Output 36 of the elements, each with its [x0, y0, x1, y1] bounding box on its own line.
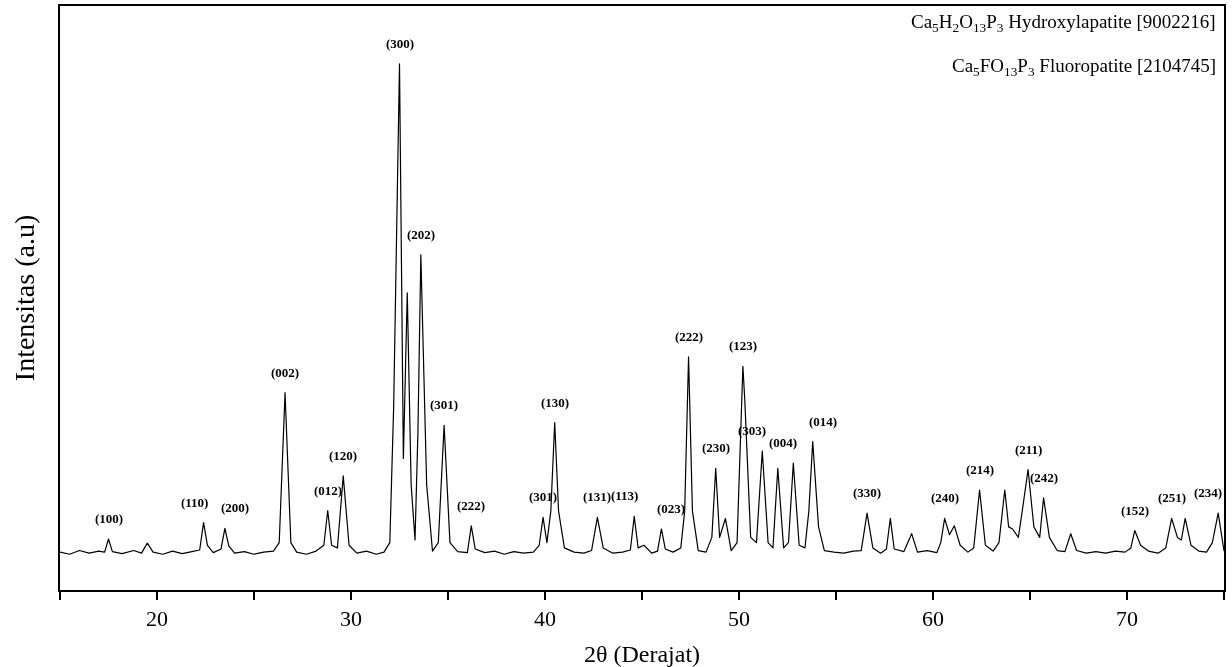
annotation: (211) [1015, 442, 1043, 457]
annotation: (301) [430, 397, 459, 412]
annotation: (123) [729, 338, 758, 353]
annotation: (222) [457, 498, 486, 513]
annotation: (014) [809, 414, 838, 429]
x-tick-label: 20 [146, 606, 168, 632]
annotation: (002) [271, 365, 300, 380]
annotation: (110) [181, 495, 209, 510]
annotation: (242) [1030, 470, 1059, 485]
y-axis-title: Intensitas (a.u) [9, 214, 41, 382]
x-tick-label: 60 [922, 606, 944, 632]
x-tick-label: 50 [728, 606, 750, 632]
annotation: (214) [966, 462, 995, 477]
annotation: (300) [386, 36, 415, 51]
annotation: (234) [1194, 485, 1223, 500]
x-tick-label: 70 [1116, 606, 1138, 632]
annotation: (200) [221, 500, 250, 515]
annotation: (012) [314, 483, 343, 498]
annotation: (004) [769, 435, 798, 450]
annotation: (100) [95, 511, 124, 526]
annotation: (330) [853, 485, 882, 500]
annotation: (131) [583, 489, 612, 504]
x-tick-label: 30 [340, 606, 362, 632]
annotation: (152) [1121, 503, 1150, 518]
annotation: (202) [407, 227, 436, 242]
annotation: (113) [611, 488, 639, 503]
annotation: (240) [931, 490, 960, 505]
x-tick-label: 40 [534, 606, 556, 632]
x-axis-title: 2θ (Derajat) [583, 640, 701, 667]
annotation: (222) [675, 329, 704, 344]
annotation: (251) [1158, 490, 1187, 505]
annotation: (230) [702, 440, 731, 455]
annotation: (120) [329, 448, 358, 463]
annotation: Ca$_{5}$FO$_{13}$P$_{3}$ Fluoropatite [2104745] [952, 55, 1217, 79]
annotation: (130) [541, 395, 570, 410]
text: Ca$_{5}$H$_{2}$O$_{13}$P$_{3}$ Hydroxylapatite [9002216] [911, 11, 1216, 35]
